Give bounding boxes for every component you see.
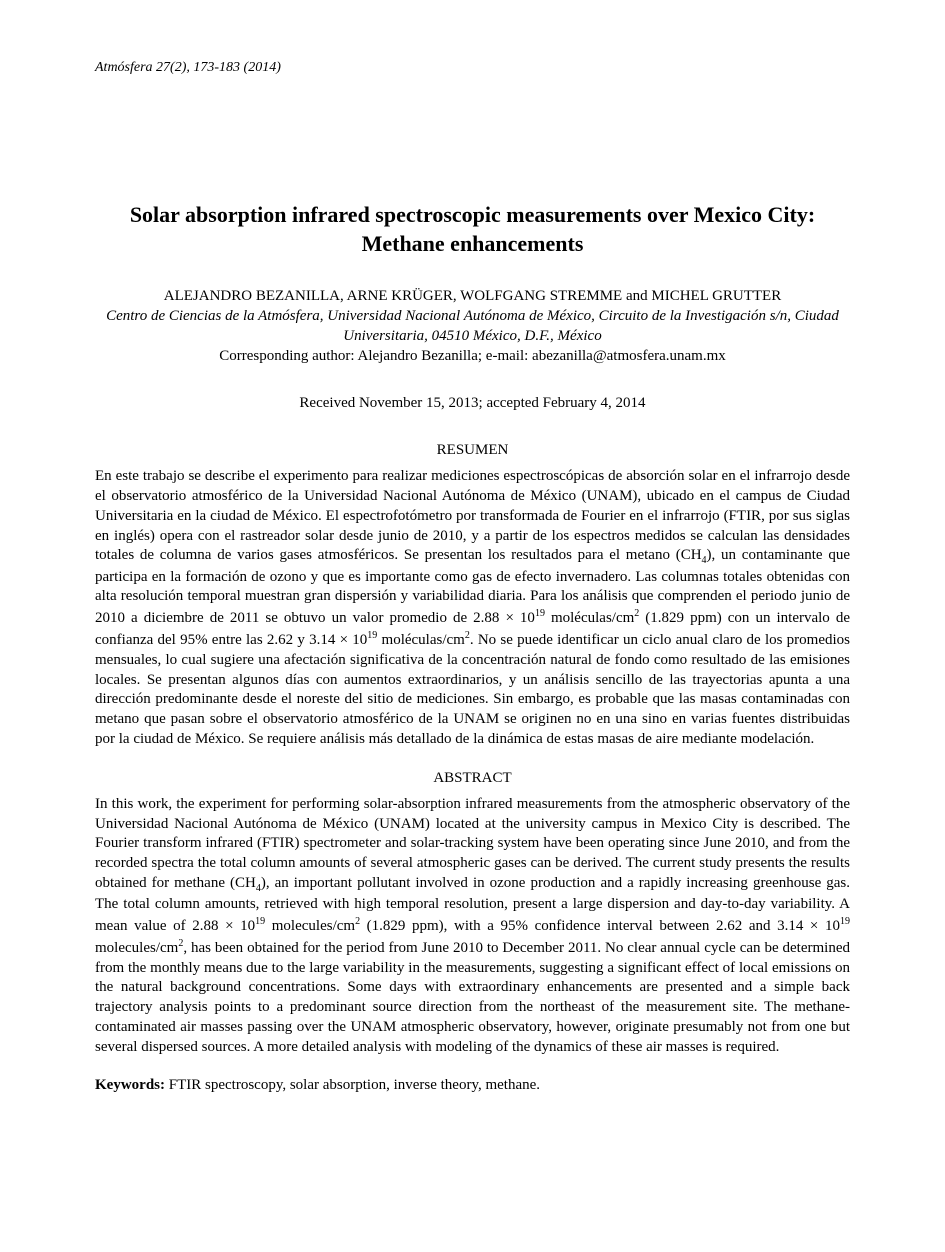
keywords-label: Keywords: — [95, 1077, 165, 1093]
keywords-line: Keywords: FTIR spectroscopy, solar absor… — [95, 1077, 850, 1094]
abstract-heading: ABSTRACT — [95, 770, 850, 787]
paper-title: Solar absorption infrared spectroscopic … — [95, 201, 850, 258]
received-accepted-dates: Received November 15, 2013; accepted Feb… — [95, 395, 850, 412]
corresponding-author: Corresponding author: Alejandro Bezanill… — [95, 348, 850, 365]
abstract-body: In this work, the experiment for perform… — [95, 795, 850, 1058]
journal-header: Atmósfera 27(2), 173-183 (2014) — [95, 60, 850, 76]
resumen-heading: RESUMEN — [95, 442, 850, 459]
keywords-text: FTIR spectroscopy, solar absorption, inv… — [165, 1077, 540, 1093]
affiliation: Centro de Ciencias de la Atmósfera, Univ… — [95, 307, 850, 346]
resumen-body: En este trabajo se describe el experimen… — [95, 467, 850, 750]
authors-list: ALEJANDRO BEZANILLA, ARNE KRÜGER, WOLFGA… — [95, 288, 850, 305]
